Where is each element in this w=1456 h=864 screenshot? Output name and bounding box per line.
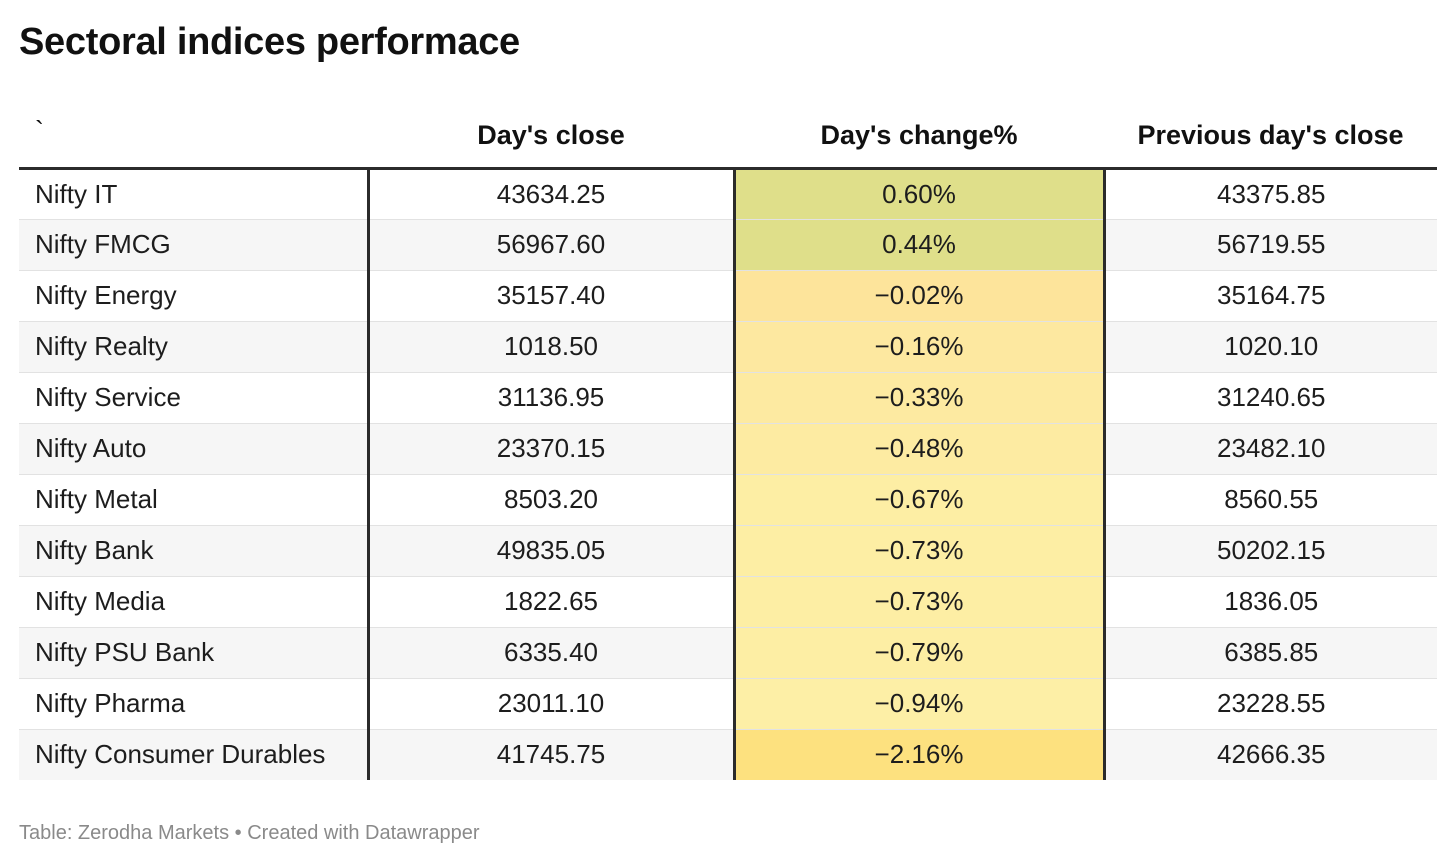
table-row: Nifty Service 31136.95 −0.33% 31240.65 (19, 372, 1437, 424)
table-row: Nifty Energy 35157.40 −0.02% 35164.75 (19, 270, 1437, 322)
previous-close-cell: 42666.35 (1104, 729, 1437, 780)
previous-close-cell: 1020.10 (1104, 321, 1437, 373)
table-row: Nifty Auto 23370.15 −0.48% 23482.10 (19, 423, 1437, 475)
days-close-cell: 8503.20 (368, 474, 736, 526)
column-header-previous-close[interactable]: Previous day's close (1104, 104, 1437, 170)
days-close-cell: 56967.60 (368, 219, 736, 271)
table-body: Nifty IT 43634.25 0.60% 43375.85 Nifty FMCG 5… (19, 168, 1437, 780)
days-change-cell: −0.94% (734, 678, 1106, 730)
previous-close-cell: 35164.75 (1104, 270, 1437, 322)
previous-close-cell: 31240.65 (1104, 372, 1437, 424)
previous-close-cell: 50202.15 (1104, 525, 1437, 577)
index-name-cell: Nifty Media (19, 576, 370, 628)
previous-close-cell: 43375.85 (1104, 168, 1437, 220)
index-name-cell: Nifty Service (19, 372, 370, 424)
index-name-cell: Nifty Consumer Durables (19, 729, 370, 780)
previous-close-cell: 23482.10 (1104, 423, 1437, 475)
previous-close-cell: 8560.55 (1104, 474, 1437, 526)
index-name-cell: Nifty Pharma (19, 678, 370, 730)
days-close-cell: 23011.10 (368, 678, 736, 730)
sectoral-indices-table: ` Day's close Day's change% Previous day… (19, 104, 1437, 780)
column-header-days-close[interactable]: Day's close (368, 104, 734, 170)
days-change-cell: 0.60% (734, 168, 1106, 220)
column-header-days-change[interactable]: Day's change% (734, 104, 1104, 170)
table-row: Nifty Consumer Durables 41745.75 −2.16% 426… (19, 729, 1437, 780)
table-row: Nifty Realty 1018.50 −0.16% 1020.10 (19, 321, 1437, 373)
days-close-cell: 49835.05 (368, 525, 736, 577)
days-change-cell: −0.73% (734, 576, 1106, 628)
index-name-cell: Nifty PSU Bank (19, 627, 370, 679)
table-header-row: ` Day's close Day's change% Previous day… (19, 104, 1437, 170)
table-row: Nifty Pharma 23011.10 −0.94% 23228.55 (19, 678, 1437, 730)
table-row: Nifty PSU Bank 6335.40 −0.79% 6385.85 (19, 627, 1437, 679)
days-change-cell: −0.79% (734, 627, 1106, 679)
days-change-cell: −0.16% (734, 321, 1106, 373)
table-row: Nifty Metal 8503.20 −0.67% 8560.55 (19, 474, 1437, 526)
days-change-cell: −0.02% (734, 270, 1106, 322)
days-close-cell: 1018.50 (368, 321, 736, 373)
days-change-cell: −0.33% (734, 372, 1106, 424)
table-row: Nifty Bank 49835.05 −0.73% 50202.15 (19, 525, 1437, 577)
days-close-cell: 35157.40 (368, 270, 736, 322)
days-close-cell: 41745.75 (368, 729, 736, 780)
days-change-cell: −2.16% (734, 729, 1106, 780)
source-footer: Table: Zerodha Markets • Created with Da… (19, 822, 480, 844)
table-row: Nifty Media 1822.65 −0.73% 1836.05 (19, 576, 1437, 628)
index-name-cell: Nifty IT (19, 168, 370, 220)
column-header-name[interactable]: ` (19, 104, 368, 170)
days-close-cell: 23370.15 (368, 423, 736, 475)
previous-close-cell: 56719.55 (1104, 219, 1437, 271)
days-close-cell: 1822.65 (368, 576, 736, 628)
index-name-cell: Nifty Auto (19, 423, 370, 475)
previous-close-cell: 1836.05 (1104, 576, 1437, 628)
chart-title: Sectoral indices performace (19, 21, 520, 63)
days-close-cell: 31136.95 (368, 372, 736, 424)
days-change-cell: −0.73% (734, 525, 1106, 577)
days-close-cell: 43634.25 (368, 168, 736, 220)
index-name-cell: Nifty FMCG (19, 219, 370, 271)
days-change-cell: 0.44% (734, 219, 1106, 271)
days-change-cell: −0.67% (734, 474, 1106, 526)
previous-close-cell: 23228.55 (1104, 678, 1437, 730)
index-name-cell: Nifty Energy (19, 270, 370, 322)
index-name-cell: Nifty Bank (19, 525, 370, 577)
days-close-cell: 6335.40 (368, 627, 736, 679)
index-name-cell: Nifty Metal (19, 474, 370, 526)
table-row: Nifty FMCG 56967.60 0.44% 56719.55 (19, 219, 1437, 271)
table-row: Nifty IT 43634.25 0.60% 43375.85 (19, 168, 1437, 220)
previous-close-cell: 6385.85 (1104, 627, 1437, 679)
index-name-cell: Nifty Realty (19, 321, 370, 373)
days-change-cell: −0.48% (734, 423, 1106, 475)
